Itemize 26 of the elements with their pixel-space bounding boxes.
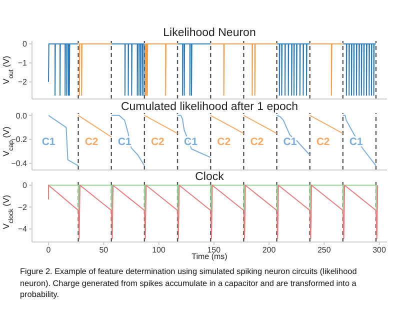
x-tick-label: 200 xyxy=(262,246,276,255)
annotation: C1 xyxy=(283,136,297,148)
annotation: C2 xyxy=(217,136,231,148)
y-tick-label: 0 xyxy=(22,181,28,190)
x-tick-label: 50 xyxy=(99,246,109,255)
annotation: C2 xyxy=(316,136,330,148)
annotation: C2 xyxy=(250,136,264,148)
x-tick-label: 250 xyxy=(317,246,332,255)
y-tick-label: 0.0 xyxy=(16,111,28,120)
annotation: C1 xyxy=(42,136,56,148)
y-tick-label: −4 xyxy=(18,224,28,234)
caption: Figure 2. Example of feature determination using simulated spiking neuron circuits (likelihood neuron). Charge generated from spikes accumulate in a capacitor and are transformed into a probability. xyxy=(20,266,358,300)
annotation: C2 xyxy=(150,136,165,148)
chart-title: Likelihood Neuron xyxy=(162,26,257,40)
chart-title: Cumulated likelihood after 1 epoch xyxy=(120,100,300,114)
y-tick-label: 0 xyxy=(22,40,28,49)
y-tick-label: −2 xyxy=(18,78,28,87)
x-axis-title: Time (ms) xyxy=(192,252,228,261)
y-tick-label: −0.4 xyxy=(11,159,28,168)
chart-title: Clock xyxy=(194,170,225,184)
annotation: C2 xyxy=(84,136,98,148)
x-tick-label: 0 xyxy=(46,246,52,255)
x-tick-label: 300 xyxy=(372,246,386,255)
y-tick-label: −1 xyxy=(18,58,28,68)
x-tick-label: 100 xyxy=(152,246,166,255)
y-tick-label: −2 xyxy=(18,202,28,212)
